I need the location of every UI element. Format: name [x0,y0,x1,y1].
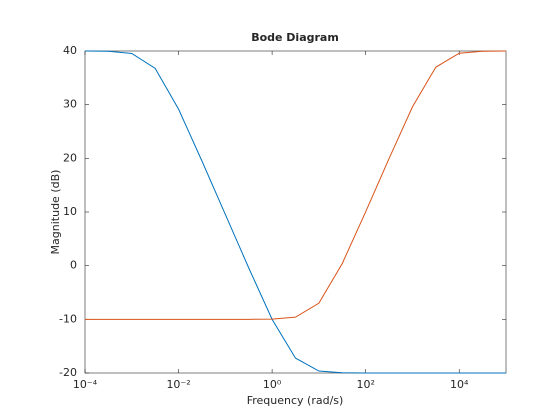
y-axis-label: Magnitude (dB) [49,170,62,255]
y-tick-label: -10 [59,312,77,325]
x-tick-label: 10² [356,378,374,391]
y-tick-label: 30 [63,98,77,111]
x-tick-label: 10⁴ [450,378,469,391]
chart-title: Bode Diagram [251,31,339,44]
y-tick-label: 0 [70,259,77,272]
line-series [85,50,507,320]
y-tick-label: 40 [63,44,77,57]
x-axis-label: Frequency (rad/s) [247,394,344,407]
y-tick-label: 10 [63,205,77,218]
x-tick-label: 10⁻² [166,378,190,391]
line-series [84,50,506,374]
x-tick-label: 10⁰ [263,378,282,391]
y-tick-label: 20 [63,151,77,164]
x-tick-label: 10⁻⁴ [73,378,98,391]
plot-area [84,50,507,374]
y-tick-label: -20 [59,366,77,379]
